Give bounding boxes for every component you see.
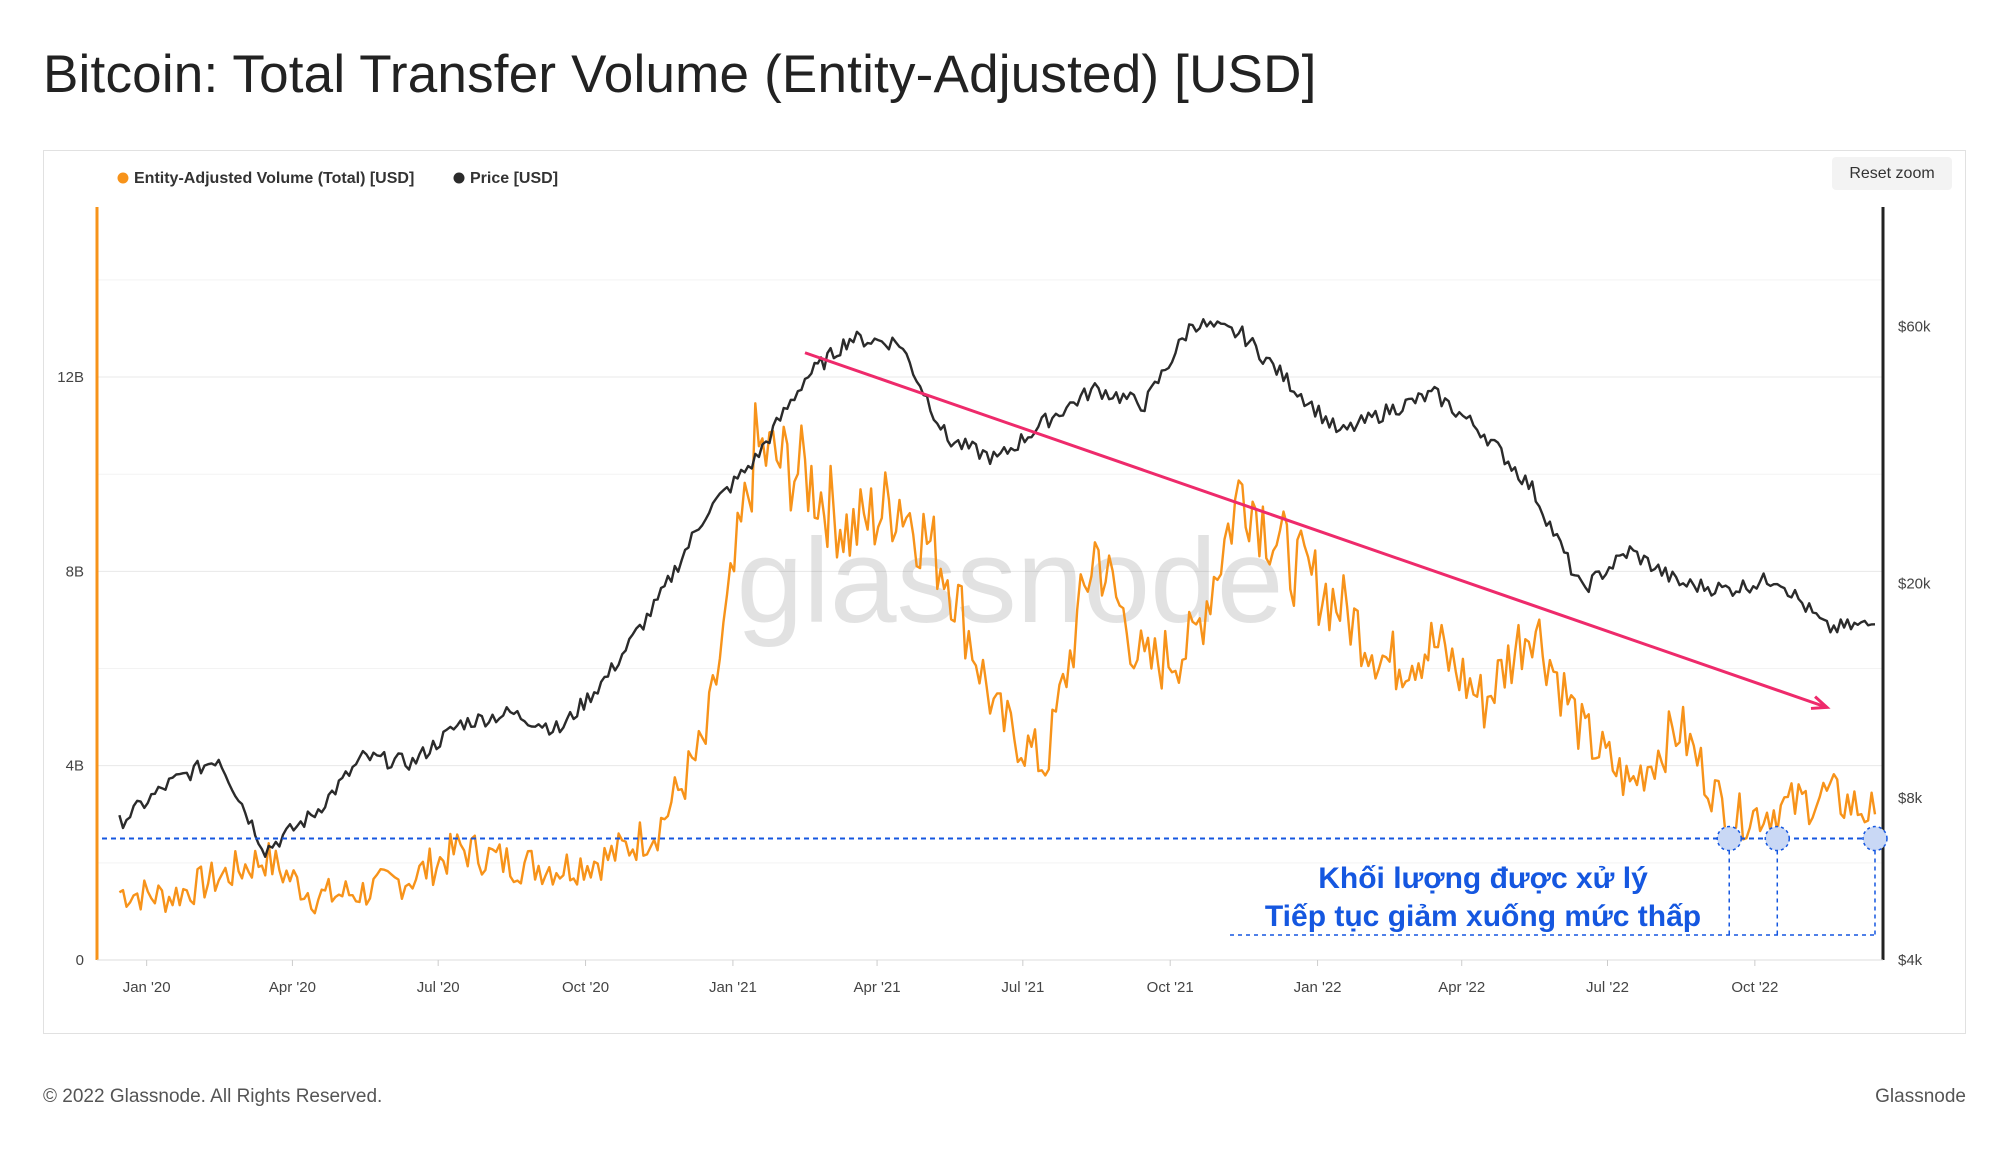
annotation-line-1: Khối lượng được xử lý	[1318, 862, 1648, 895]
trend-arrowhead	[1810, 695, 1831, 710]
annotation-line-2: Tiếp tục giảm xuống mức thấp	[1265, 900, 1701, 933]
x-tick-label: Jan '20	[123, 979, 171, 996]
right-tick-label: $8k	[1898, 790, 1923, 807]
x-tick-label: Oct '21	[1147, 979, 1194, 996]
legend: Entity-Adjusted Volume (Total) [USD] Pri…	[117, 170, 559, 187]
left-tick-label: 8B	[66, 563, 84, 580]
left-tick-label: 0	[76, 952, 84, 969]
footer-copyright: © 2022 Glassnode. All Rights Reserved.	[43, 1086, 383, 1107]
chart-frame	[43, 150, 1966, 1034]
x-tick-label: Oct '22	[1731, 979, 1778, 996]
footer-brand: Glassnode	[1875, 1086, 1966, 1107]
right-tick-label: $4k	[1898, 952, 1923, 969]
left-tick-label: 4B	[66, 758, 84, 775]
x-tick-label: Jul '21	[1001, 979, 1044, 996]
annotation-layer	[102, 351, 1888, 936]
x-tick-label: Apr '22	[1438, 979, 1485, 996]
low-marker	[1764, 825, 1791, 852]
legend-item-volume[interactable]: Entity-Adjusted Volume (Total) [USD]	[117, 170, 415, 187]
x-tick-label: Jul '22	[1586, 979, 1629, 996]
legend-label-price: Price [USD]	[470, 170, 558, 187]
x-tick-label: Apr '21	[854, 979, 901, 996]
reset-zoom-button[interactable]: Reset zoom	[1832, 157, 1952, 190]
left-tick-label: 12B	[57, 369, 84, 386]
x-tick-label: Apr '20	[269, 979, 316, 996]
trend-line	[804, 351, 1828, 709]
x-tick-label: Oct '20	[562, 979, 609, 996]
left-axis-ticks: 0 4B 8B 12B	[57, 369, 84, 969]
legend-dot-volume	[117, 172, 129, 184]
volume-series-line	[118, 402, 1877, 915]
right-axis-ticks: $4k $8k $20k $60k	[1898, 318, 1931, 969]
right-tick-label: $20k	[1898, 576, 1931, 593]
low-marker	[1862, 825, 1888, 852]
x-tick-label: Jan '22	[1294, 979, 1342, 996]
legend-label-volume: Entity-Adjusted Volume (Total) [USD]	[134, 170, 414, 187]
page-title: Bitcoin: Total Transfer Volume (Entity-A…	[43, 45, 1317, 104]
x-tick-label: Jul '20	[417, 979, 460, 996]
legend-item-price[interactable]: Price [USD]	[453, 170, 559, 187]
legend-dot-price	[453, 172, 465, 184]
x-axis-ticks: Jan '20 Apr '20 Jul '20 Oct '20 Jan '21 Apr '…	[123, 960, 1778, 996]
low-marker	[1716, 825, 1742, 852]
x-tick-label: Jan '21	[709, 979, 757, 996]
price-series-line	[118, 318, 1876, 858]
right-tick-label: $60k	[1898, 318, 1931, 335]
